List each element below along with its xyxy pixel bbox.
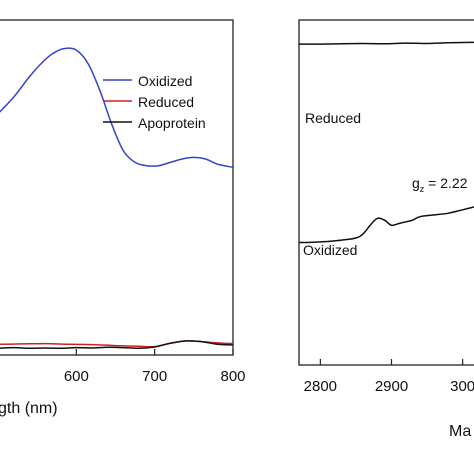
gz-subscript: z xyxy=(420,184,425,194)
gz-symbol: g xyxy=(412,175,420,191)
right-x-tick-label: 300 xyxy=(450,378,474,395)
left-x-ticks: 600 700 800 xyxy=(64,349,246,385)
legend-oxidized-label: Oxidized xyxy=(138,73,192,89)
epr-panel: 2800 2900 300 Reduced Oxidized gz = 2.22 M… xyxy=(298,19,474,440)
right-series-lines xyxy=(298,41,474,244)
legend-reduced-label: Reduced xyxy=(138,94,194,110)
right-x-ticks: 2800 2900 300 xyxy=(304,359,474,395)
legend: Oxidized Reduced Apoprotein xyxy=(103,73,206,131)
gz-value: = 2.22 xyxy=(424,175,467,191)
right-plot-frame xyxy=(298,19,474,366)
left-series-lines xyxy=(0,47,234,350)
right-x-tick-label: 2800 xyxy=(304,378,337,395)
left-x-axis-label: gth (nm) xyxy=(0,400,58,417)
left-series-oxidized xyxy=(0,47,234,169)
curve-label-reduced: Reduced xyxy=(305,110,361,126)
right-x-tick-label: 2900 xyxy=(375,378,408,395)
curve-label-oxidized: Oxidized xyxy=(303,242,357,258)
left-x-tick-label: 600 xyxy=(64,368,89,385)
left-plot-frame xyxy=(0,19,234,356)
legend-apoprotein-label: Apoprotein xyxy=(138,115,206,131)
gz-annotation: gz = 2.22 xyxy=(412,175,468,194)
right-x-axis-label: Ma xyxy=(449,423,471,440)
left-x-tick-label: 700 xyxy=(142,368,167,385)
left-series-apoprotein xyxy=(0,340,234,350)
right-series-reduced xyxy=(298,41,474,45)
left-x-tick-label: 800 xyxy=(220,368,245,385)
uv-vis-panel: 600 700 800 Oxidized Reduced Apoprotein gt… xyxy=(0,19,246,417)
right-series-oxidized xyxy=(298,206,474,244)
